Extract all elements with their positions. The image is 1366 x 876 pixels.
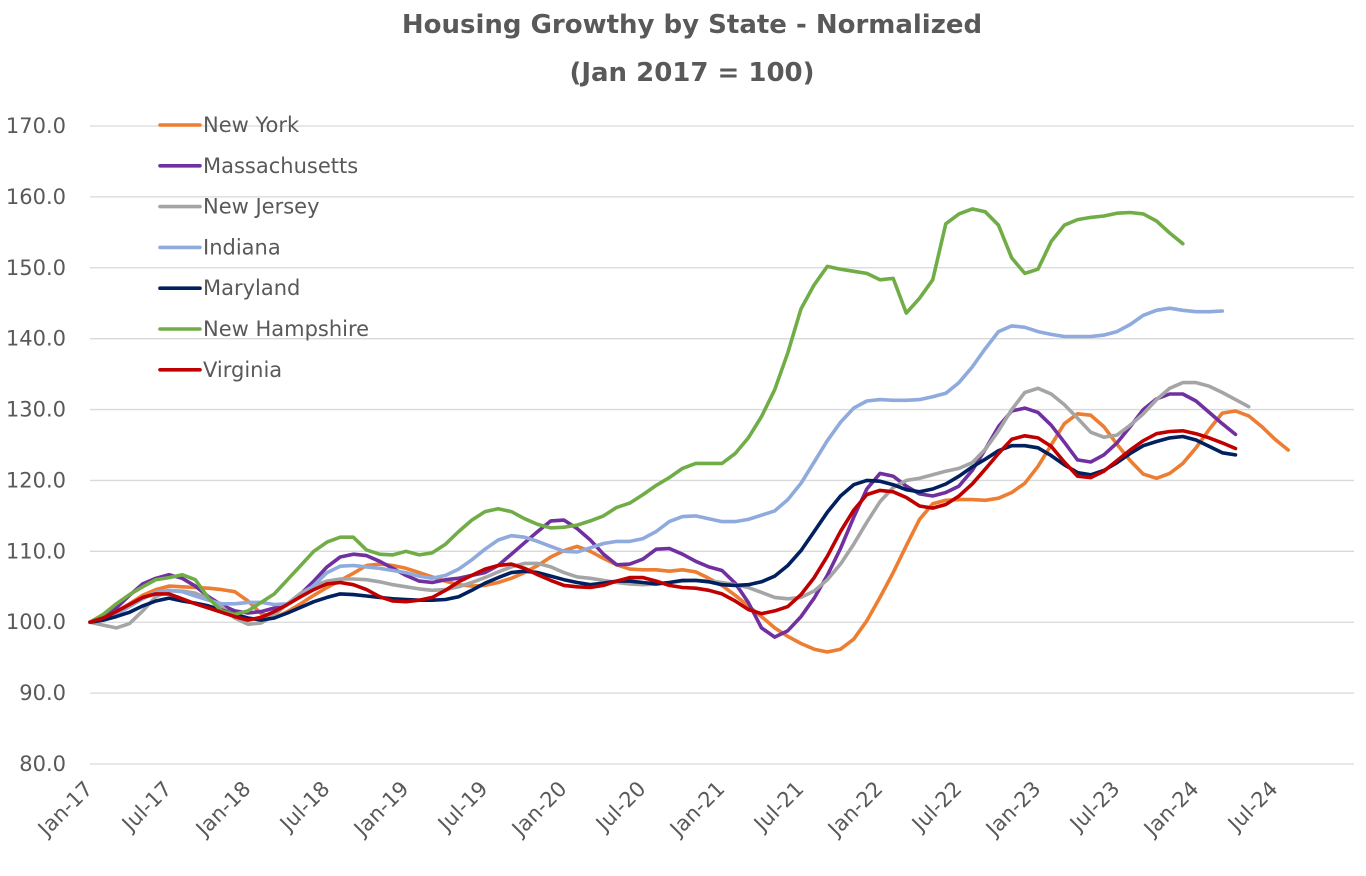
x-tick-label: Jul-24	[1222, 777, 1283, 838]
y-tick-label: 100.0	[6, 610, 66, 634]
y-tick-label: 140.0	[6, 327, 66, 351]
x-tick-label: Jul-19	[432, 777, 493, 838]
x-tick-label: Jul-20	[590, 777, 651, 838]
legend-label-new-hampshire: New Hampshire	[203, 317, 369, 341]
x-tick-label: Jan-19	[348, 777, 414, 843]
legend-label-massachusetts: Massachusetts	[203, 154, 358, 178]
y-tick-label: 170.0	[6, 114, 66, 138]
series-lines	[88, 207, 1290, 654]
x-tick-label: Jan-24	[1138, 777, 1204, 843]
series-line-new-hampshire	[88, 207, 1185, 625]
legend-label-new-jersey: New Jersey	[203, 195, 320, 219]
series-line-indiana	[88, 306, 1225, 625]
x-tick-label: Jul-21	[748, 777, 809, 838]
x-tick-label: Jul-18	[274, 777, 335, 838]
x-tick-label: Jan-23	[980, 777, 1046, 843]
gridlines	[90, 125, 1354, 765]
legend: New York Massachusetts New Jersey Indiana Ma…	[158, 113, 369, 382]
y-tick-label: 110.0	[6, 539, 66, 563]
series-line-new-jersey	[88, 380, 1251, 630]
chart-title: Housing Growthy by State - Normalized	[402, 10, 982, 40]
x-tick-label: Jan-18	[190, 777, 256, 843]
x-tick-label: Jan-17	[32, 777, 98, 843]
legend-label-indiana: Indiana	[203, 235, 281, 259]
series-line-maryland	[88, 434, 1238, 625]
x-tick-label: Jul-22	[906, 777, 967, 838]
legend-label-maryland: Maryland	[203, 276, 300, 300]
x-axis-ticks: Jan-17 Jul-17 Jan-18 Jul-18 Jan-19 Jul-19 Jan-…	[32, 777, 1283, 843]
x-tick-label: Jul-23	[1064, 777, 1125, 838]
y-axis-ticks: 80.0 90.0 100.0 110.0 120.0 130.0 140.0 150.0 16…	[6, 114, 66, 776]
x-tick-label: Jul-17	[116, 777, 177, 838]
legend-label-virginia: Virginia	[203, 358, 282, 382]
x-tick-label: Jan-22	[822, 777, 888, 843]
y-tick-label: 90.0	[19, 681, 66, 705]
series-line-virginia	[88, 428, 1238, 625]
y-tick-label: 160.0	[6, 185, 66, 209]
x-tick-label: Jan-21	[664, 777, 730, 843]
y-tick-label: 120.0	[6, 468, 66, 492]
x-tick-label: Jan-20	[506, 777, 572, 843]
y-tick-label: 130.0	[6, 398, 66, 422]
y-tick-label: 80.0	[19, 752, 66, 776]
legend-label-new-york: New York	[203, 113, 300, 137]
y-tick-label: 150.0	[6, 256, 66, 280]
chart-subtitle: (Jan 2017 = 100)	[569, 58, 814, 88]
